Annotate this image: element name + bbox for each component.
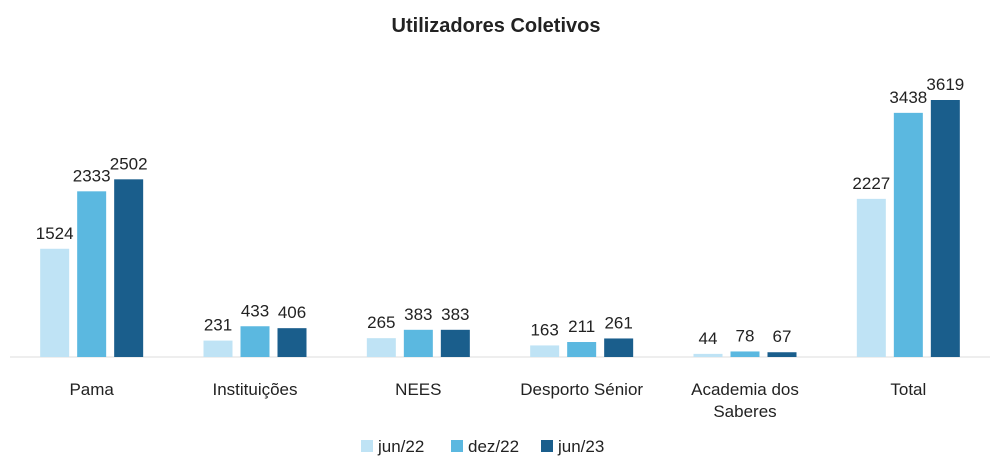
data-label: 44	[699, 329, 718, 348]
bar	[403, 329, 433, 357]
legend-swatch	[361, 440, 373, 452]
legend-swatch	[541, 440, 553, 452]
bar	[730, 351, 760, 357]
data-label: 433	[241, 301, 269, 320]
bar	[893, 112, 923, 358]
bar	[203, 340, 233, 357]
bar	[604, 338, 634, 357]
data-label: 3438	[889, 88, 927, 107]
x-tick-label: Pama	[69, 380, 114, 399]
bar	[530, 345, 560, 357]
chart-title: Utilizadores Coletivos	[392, 15, 601, 37]
bar	[277, 328, 307, 357]
data-label: 406	[278, 303, 306, 322]
data-label: 3619	[926, 75, 964, 94]
data-label: 211	[568, 317, 595, 336]
data-label: 265	[367, 313, 395, 332]
data-label: 2333	[73, 166, 111, 185]
data-label: 2502	[110, 154, 148, 173]
bar	[856, 198, 886, 357]
bar	[40, 248, 70, 357]
bar	[240, 326, 270, 357]
bar	[930, 100, 960, 357]
data-label: 383	[404, 305, 432, 324]
x-tick-label: NEES	[395, 380, 442, 399]
data-label: 78	[736, 326, 755, 345]
data-label: 231	[204, 316, 232, 335]
x-tick-label: Instituições	[212, 380, 298, 399]
bar	[114, 179, 144, 357]
x-tick-label: Academia dos Saberes	[691, 380, 799, 421]
data-label: 383	[441, 305, 469, 324]
legend-label: dez/22	[468, 437, 519, 456]
bar	[767, 352, 797, 357]
x-tick-label: Total	[890, 380, 927, 399]
data-label: 261	[604, 313, 632, 332]
bar	[567, 342, 597, 357]
bar	[77, 191, 107, 357]
legend-label: jun/23	[557, 437, 604, 456]
data-label: 2227	[852, 174, 890, 193]
legend-swatch	[451, 440, 463, 452]
data-label: 163	[530, 320, 558, 339]
data-label: 67	[773, 327, 792, 346]
bar	[440, 329, 470, 357]
legend-label: jun/22	[377, 437, 424, 456]
bar	[366, 338, 396, 357]
x-tick-label: Desporto Sénior	[520, 380, 644, 399]
data-label: 1524	[36, 224, 74, 243]
bar	[693, 353, 723, 357]
